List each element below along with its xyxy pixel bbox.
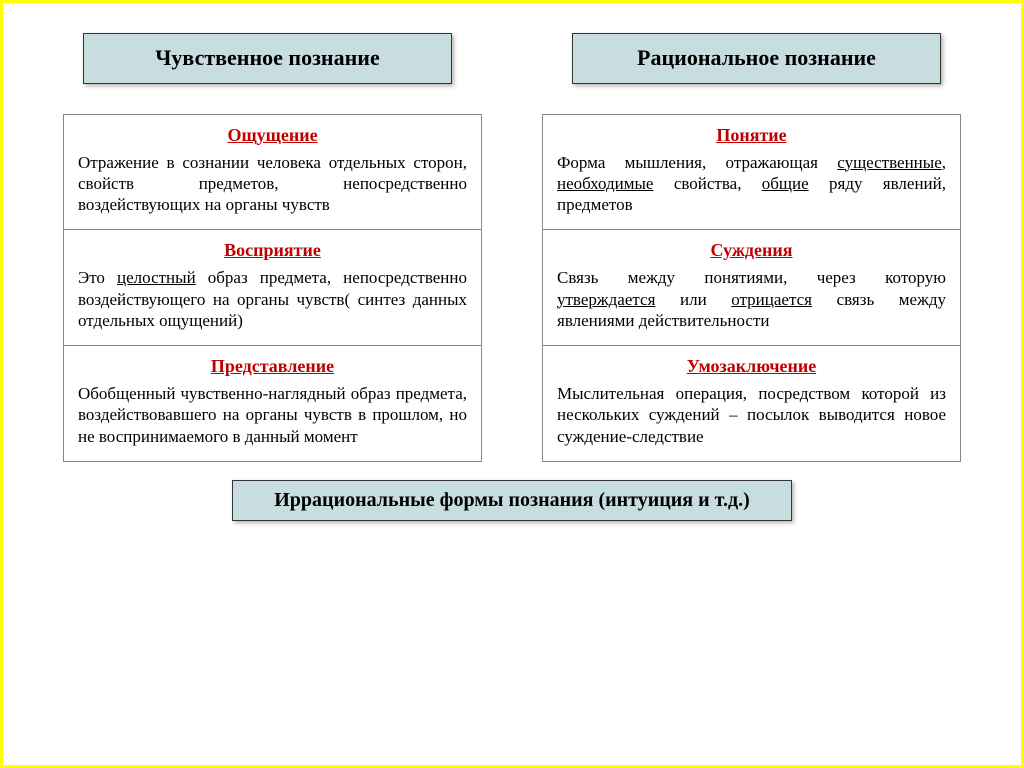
left-column: Ощущение Отражение в сознании человека о… xyxy=(63,114,482,462)
right-cell-1: Понятие Форма мышления, отражающая сущес… xyxy=(543,115,960,231)
cell-body: Мыслительная операция, посредством котор… xyxy=(557,383,946,447)
cell-title: Ощущение xyxy=(78,125,467,146)
footer-box: Иррациональные формы познания (интуиция … xyxy=(232,480,792,521)
right-cell-3: Умозаключение Мыслительная операция, пос… xyxy=(543,346,960,461)
cell-body: Обобщенный чувственно-наглядный образ пр… xyxy=(78,383,467,447)
left-cell-3: Представление Обобщенный чувственно-нагл… xyxy=(64,346,481,461)
cell-title: Представление xyxy=(78,356,467,377)
right-column: Понятие Форма мышления, отражающая сущес… xyxy=(542,114,961,462)
cell-title: Умозаключение xyxy=(557,356,946,377)
header-row: Чувственное познание Рациональное познан… xyxy=(53,33,971,84)
cell-body: Отражение в сознании человека отдельных … xyxy=(78,152,467,216)
columns-container: Ощущение Отражение в сознании человека о… xyxy=(53,114,971,462)
cell-title: Понятие xyxy=(557,125,946,146)
header-right: Рациональное познание xyxy=(572,33,941,84)
left-cell-2: Восприятие Это целостный образ предмета,… xyxy=(64,230,481,346)
cell-body: Форма мышления, отражающая существенные,… xyxy=(557,152,946,216)
right-cell-2: Суждения Связь между понятиями, через ко… xyxy=(543,230,960,346)
cell-body: Связь между понятиями, через которую утв… xyxy=(557,267,946,331)
cell-title: Восприятие xyxy=(78,240,467,261)
left-cell-1: Ощущение Отражение в сознании человека о… xyxy=(64,115,481,231)
header-left: Чувственное познание xyxy=(83,33,452,84)
cell-body: Это целостный образ предмета, непосредст… xyxy=(78,267,467,331)
cell-title: Суждения xyxy=(557,240,946,261)
